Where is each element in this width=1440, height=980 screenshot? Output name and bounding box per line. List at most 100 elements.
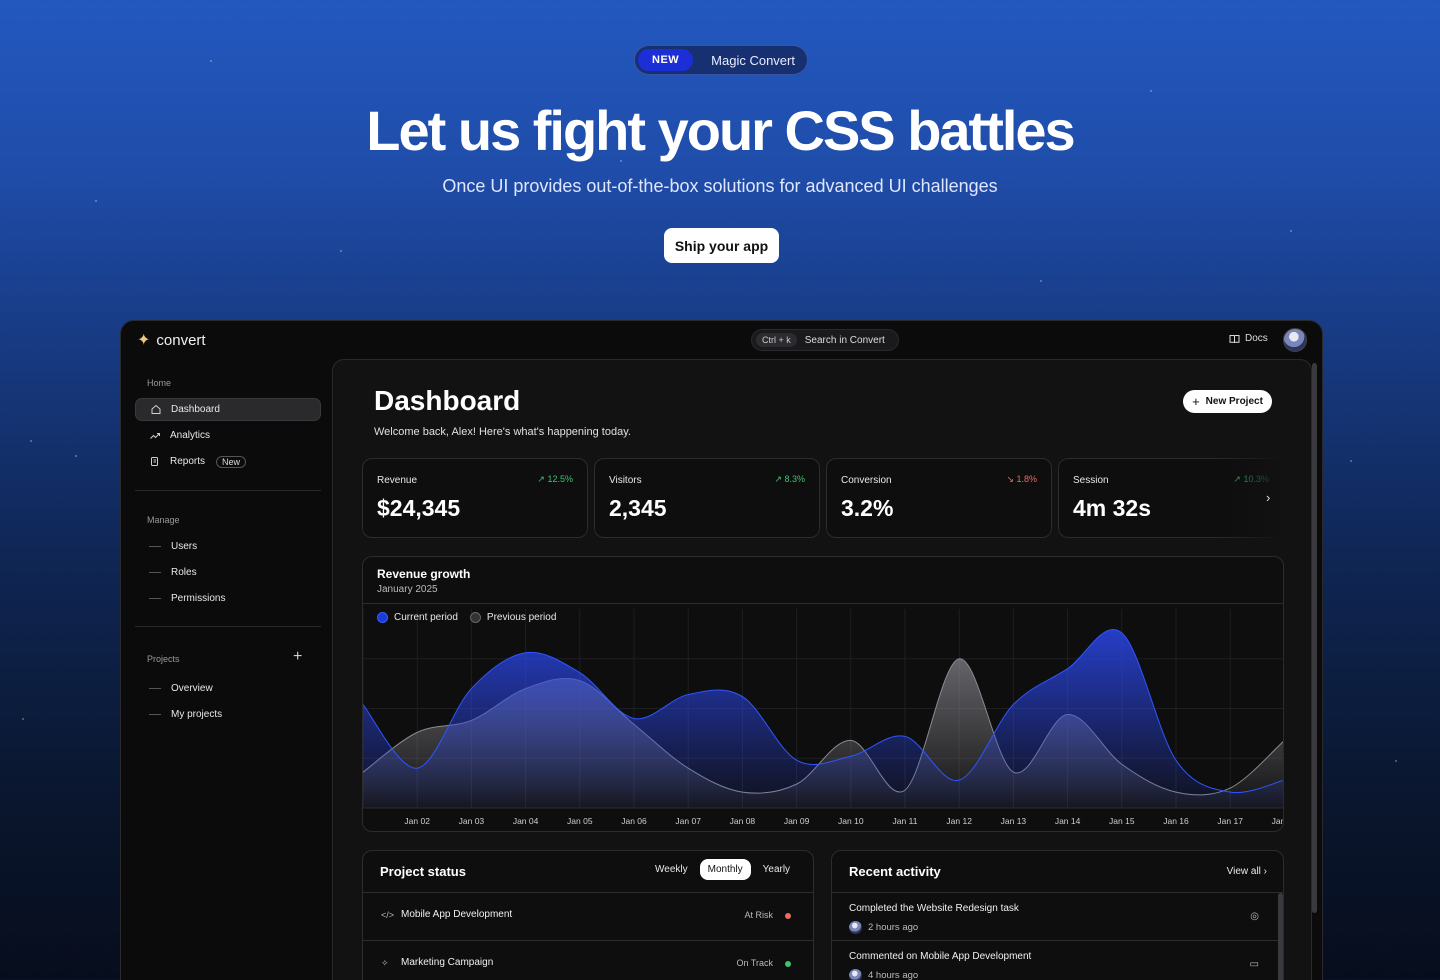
new-project-button[interactable]: + New Project [1183, 390, 1272, 413]
search-input[interactable]: Ctrl + k Search in Convert [751, 329, 899, 351]
sidebar-item-label: Dashboard [171, 404, 220, 415]
activity-time: 4 hours ago [868, 970, 919, 980]
tab-weekly[interactable]: Weekly [655, 864, 688, 875]
stat-card-visitors[interactable]: Visitors ↗ 8.3% 2,345 [594, 458, 820, 538]
legend-dot [377, 612, 388, 623]
sidebar-item-roles[interactable]: Roles [149, 567, 197, 578]
trend-up-icon: ↗ [1233, 474, 1244, 484]
list-item[interactable]: Completed the Website Redesign task 2 ho… [832, 893, 1283, 941]
sidebar-item-analytics[interactable]: Analytics [135, 424, 321, 447]
book-icon [1229, 334, 1240, 343]
legend-current[interactable]: Current period [377, 612, 458, 623]
chevron-right-icon: › [1260, 866, 1267, 877]
main-scrollbar[interactable] [1312, 363, 1317, 913]
legend-dot [469, 612, 481, 623]
stat-card-session[interactable]: Session ↗ 10.3% 4m 32s [1058, 458, 1284, 538]
sidebar-item-label: Users [171, 541, 198, 552]
stat-change: ↗ 10.3% [1233, 474, 1269, 485]
x-tick-label: Jan 08 [730, 816, 756, 826]
sidebar-item-users[interactable]: Users [149, 541, 197, 552]
status-badge: At Risk [744, 910, 773, 920]
tab-yearly[interactable]: Yearly [762, 864, 791, 875]
x-tick-label: Jan 15 [1109, 816, 1135, 826]
docs-link[interactable]: Docs [1229, 333, 1268, 344]
avatar [849, 921, 862, 934]
stat-change-value: 8.3% [784, 474, 805, 484]
view-all-link[interactable]: View all › [1227, 866, 1267, 877]
scrollbar[interactable] [1278, 893, 1283, 980]
legend-previous[interactable]: Previous period [469, 612, 556, 623]
dashboard-main: Dashboard Welcome back, Alex! Here's wha… [332, 359, 1312, 980]
table-row[interactable]: </> Mobile App Development At Risk [363, 893, 813, 941]
trend-up-icon: ↗ [537, 474, 548, 484]
stat-change-value: 10.3% [1243, 474, 1269, 484]
sidebar: Home Dashboard Analytics Reports New Man… [121, 359, 331, 980]
stat-card-revenue[interactable]: Revenue ↗ 12.5% $24,345 [362, 458, 588, 538]
stat-label: Conversion [841, 475, 892, 486]
row-divider [832, 940, 1283, 941]
x-tick-label: Jan 05 [567, 816, 593, 826]
sidebar-item-overview[interactable]: Overview [149, 683, 213, 694]
activity-text: Commented on Mobile App Development [849, 951, 1032, 962]
search-shortcut: Ctrl + k [756, 333, 797, 347]
legend-label: Current period [394, 612, 458, 623]
hero-title: Let us fight your CSS battles [366, 99, 1075, 162]
stat-change: ↘ 1.8% [1006, 474, 1037, 485]
sidebar-item-reports[interactable]: Reports New [135, 450, 321, 473]
chart-legend: Current period Previous period [377, 612, 556, 623]
stat-change-value: 12.5% [547, 474, 573, 484]
panel-divider [363, 892, 813, 893]
sparkle-icon: ✧ [381, 958, 389, 968]
panel-divider [832, 892, 1283, 893]
sidebar-item-label: Reports [170, 456, 206, 467]
sidebar-section-manage: Manage [147, 515, 180, 525]
sidebar-item-label: Roles [171, 567, 197, 578]
dash-icon [149, 598, 161, 599]
stat-card-conversion[interactable]: Conversion ↘ 1.8% 3.2% [826, 458, 1052, 538]
docs-label: Docs [1245, 333, 1268, 344]
panel-title: Recent activity [849, 864, 941, 879]
project-name: Mobile App Development [401, 909, 513, 920]
x-tick-label: Jan 07 [675, 816, 701, 826]
sidebar-divider [135, 626, 321, 627]
logo[interactable]: ✦ convert [137, 330, 206, 350]
new-badge: NEW [638, 49, 694, 71]
tab-monthly[interactable]: Monthly [699, 859, 751, 880]
sidebar-item-label: Analytics [170, 430, 211, 441]
stat-change-value: 1.8% [1016, 474, 1037, 484]
list-item[interactable]: Commented on Mobile App Development 4 ho… [832, 941, 1283, 980]
stat-value: 3.2% [841, 495, 894, 521]
dash-icon [149, 546, 161, 547]
x-tick-label: Jan 03 [459, 816, 485, 826]
x-tick-label: Jan 11 [893, 816, 918, 826]
sidebar-item-label: My projects [171, 709, 223, 720]
avatar [849, 969, 862, 980]
activity-meta: 2 hours ago [849, 921, 918, 934]
stat-value: 4m 32s [1073, 495, 1152, 521]
user-avatar[interactable] [1283, 328, 1307, 352]
status-badge: On Track [736, 958, 773, 968]
view-all-label: View all [1226, 866, 1261, 877]
sidebar-item-my-projects[interactable]: My projects [149, 709, 222, 720]
page-title: Dashboard [374, 385, 521, 416]
add-project-icon[interactable]: + [293, 648, 303, 665]
new-badge: New [216, 455, 247, 468]
code-icon: </> [381, 910, 395, 920]
status-dot [785, 961, 791, 967]
x-tick-label: Jan 16 [1163, 816, 1189, 826]
x-tick-label: Jan 17 [1217, 816, 1243, 826]
sparkle-logo-icon: ✦ [137, 332, 151, 349]
sidebar-item-dashboard[interactable]: Dashboard [135, 398, 321, 421]
chevron-right-icon[interactable]: › [1266, 490, 1271, 505]
sidebar-item-permissions[interactable]: Permissions [149, 593, 225, 604]
plus-icon: + [1192, 394, 1200, 409]
stat-value: 2,345 [609, 495, 667, 521]
sidebar-divider [135, 490, 321, 491]
hero-subtitle: Once UI provides out-of-the-box solution… [442, 176, 998, 196]
logo-text: convert [156, 331, 206, 349]
table-row[interactable]: ✧ Marketing Campaign On Track [363, 941, 813, 980]
ship-app-button[interactable]: Ship your app [664, 228, 779, 263]
announcement-pill[interactable]: NEW Magic Convert [634, 45, 808, 75]
activity-time: 2 hours ago [868, 922, 919, 933]
recent-activity-panel: Recent activity View all › Completed the… [831, 850, 1284, 980]
